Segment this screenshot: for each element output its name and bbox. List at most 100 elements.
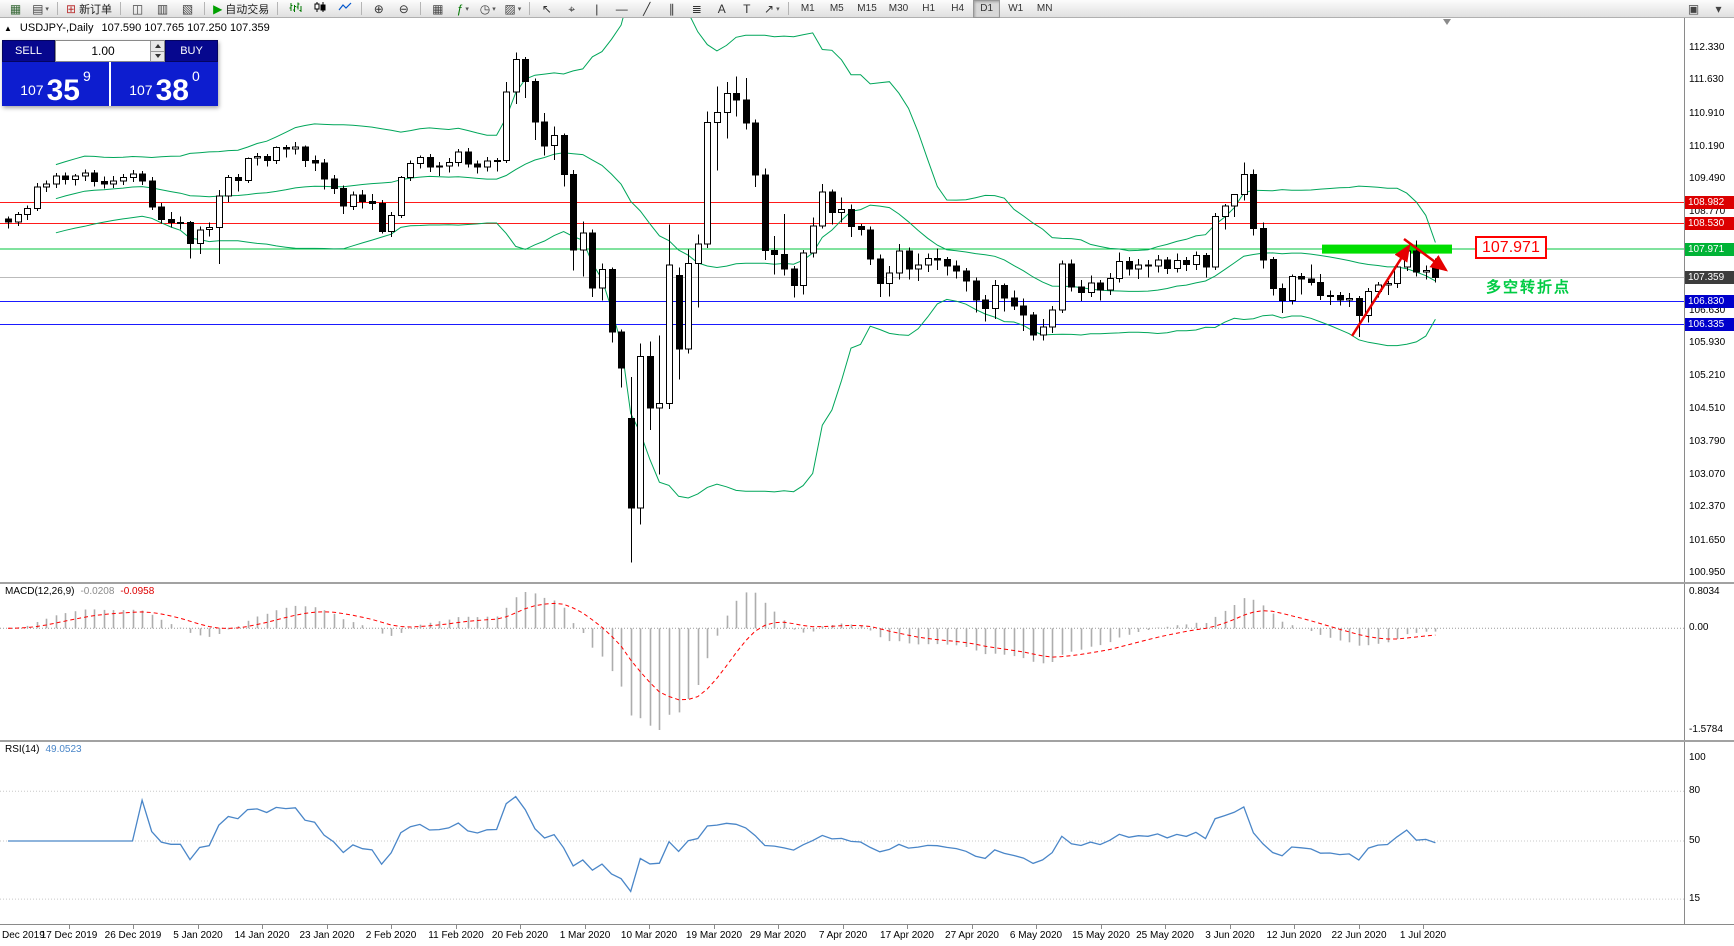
time-tick (843, 925, 844, 929)
trendline-tool-icon: ╱ (643, 1, 651, 16)
candlestick-chart-type-button[interactable] (308, 0, 331, 18)
candle-body (896, 250, 903, 274)
candle-body (1231, 194, 1238, 207)
candle-body (925, 257, 932, 266)
buy-price[interactable]: 107 38 0 (111, 62, 218, 106)
lot-decrease-button[interactable] (151, 50, 164, 61)
timeframe-d1-button[interactable]: D1 (973, 0, 1001, 18)
market-watch-button[interactable]: ◫ (126, 0, 149, 18)
tile-windows-button[interactable]: ▦ (426, 0, 449, 18)
candle-body (676, 274, 683, 350)
date-label: 6 May 2020 (1009, 930, 1063, 941)
sell-button[interactable]: SELL (2, 40, 55, 62)
toolbar-separator (120, 2, 122, 15)
label-tool-button[interactable]: T (735, 0, 758, 18)
candle-body (858, 226, 865, 231)
candle-body (781, 254, 788, 270)
candle-body (1298, 275, 1305, 280)
candle-body (1126, 261, 1133, 270)
timeframe-h1-button[interactable]: H1 (922, 3, 936, 14)
candle-body (714, 112, 721, 123)
support-zone-highlight (1322, 244, 1452, 254)
timeframe-m30-button[interactable]: M30 (888, 3, 909, 14)
lot-increase-button[interactable] (151, 41, 164, 51)
buy-button[interactable]: BUY (165, 40, 218, 62)
overflow-menu-button[interactable]: ▾ (1707, 0, 1730, 18)
candle-body (532, 81, 539, 123)
timeframe-h4-button[interactable]: H4 (951, 3, 965, 14)
horizontal-line-tool-button[interactable]: ― (610, 0, 633, 18)
pane-splitter[interactable] (0, 582, 1734, 584)
price-scale-label: 102.370 (1689, 501, 1726, 512)
rsi-pane[interactable] (0, 742, 1684, 924)
price-annotation-label[interactable]: 107.971 (1475, 236, 1547, 259)
trendline-tool-button[interactable]: ╱ (635, 0, 658, 18)
candle-body (321, 162, 328, 180)
candle-body (1270, 259, 1277, 289)
price-scale[interactable] (1684, 18, 1734, 946)
time-tick (972, 925, 973, 929)
line-chart-type-button[interactable] (333, 0, 356, 18)
arrows-tool-button[interactable]: ↗ ▾ (760, 0, 783, 18)
candle-body (465, 151, 472, 165)
candle-body (580, 232, 587, 251)
new-chart-button[interactable]: ▦ (4, 0, 27, 18)
data-window-button[interactable]: ▥ (151, 0, 174, 18)
time-tick (391, 925, 392, 929)
time-axis[interactable]: Dec 2019 17 Dec 2019 26 Dec 2019 5 Jan 2020… (0, 924, 1734, 946)
bar-chart-type-button[interactable] (283, 0, 306, 18)
timeframe-m15-button[interactable]: M15 (857, 3, 877, 14)
vertical-line-tool-button[interactable]: | (585, 0, 608, 18)
sell-price[interactable]: 107 35 9 (2, 62, 109, 106)
candle-body (225, 177, 232, 197)
caret-icon: ▾ (517, 5, 522, 13)
cursor-tool-button[interactable]: ↖ (535, 0, 558, 18)
channel-tool-button[interactable]: ∥ (660, 0, 683, 18)
chart-profiles-button[interactable]: ▤ ▾ (29, 0, 52, 18)
candle-body (819, 191, 826, 227)
lot-size-input[interactable]: 1.00 (55, 40, 165, 62)
timeframe-w1-button[interactable]: W1 (1008, 3, 1024, 14)
candle-body (886, 272, 893, 285)
fibonacci-tool-button[interactable]: ≣ (685, 0, 708, 18)
macd-pane[interactable] (0, 584, 1684, 740)
templates-button[interactable]: ▨ ▾ (501, 0, 524, 18)
candle-body (685, 262, 692, 350)
candle-body (1250, 173, 1257, 229)
periods-button[interactable]: ◷ ▾ (476, 0, 499, 18)
toolbar-separator (529, 2, 531, 15)
candlestick-chart-type-icon (313, 1, 327, 16)
lot-value[interactable]: 1.00 (91, 44, 115, 58)
candle-body (1279, 287, 1286, 301)
turning-point-note[interactable]: 多空转折点 (1486, 279, 1572, 296)
price-chart[interactable] (0, 18, 1684, 582)
time-tick (262, 925, 263, 929)
timeframe-m1-button[interactable]: M1 (800, 3, 815, 14)
candle-body (982, 299, 989, 310)
text-tool-button[interactable]: A (710, 0, 733, 18)
candle-body (149, 180, 156, 208)
candle-body (733, 93, 740, 101)
price-scale-label: 105.930 (1689, 337, 1726, 348)
candle-body (973, 280, 980, 301)
candle-body (1432, 266, 1439, 278)
navigator-button[interactable]: ▧ (176, 0, 199, 18)
zoom-in-icon: ⊕ (373, 1, 384, 16)
crosshair-tool-button[interactable]: ⌖ (560, 0, 583, 18)
indicators-list-button[interactable]: ƒ ▾ (451, 0, 474, 18)
sell-price-sup: 9 (82, 68, 91, 84)
candle-body (158, 206, 165, 221)
candle-body (609, 268, 616, 333)
pane-splitter[interactable] (0, 740, 1734, 742)
timeframe-mn-button[interactable]: MN (1036, 3, 1053, 14)
toolbars-menu-button[interactable]: ▣ (1682, 0, 1705, 18)
timeframe-m5-button[interactable]: M5 (829, 3, 844, 14)
zoom-in-button[interactable]: ⊕ (367, 0, 390, 18)
zoom-out-button[interactable]: ⊖ (392, 0, 415, 18)
price-scale-label: 111.630 (1689, 74, 1724, 85)
new-order-button[interactable]: ⊞ 新订单 (63, 0, 115, 18)
price-scale-label: 103.790 (1689, 436, 1726, 447)
auto-trading-button[interactable]: ▶ 自动交易 (210, 0, 272, 18)
chart-shift-marker-icon[interactable] (1443, 19, 1451, 25)
market-watch-icon: ◫ (131, 1, 144, 16)
